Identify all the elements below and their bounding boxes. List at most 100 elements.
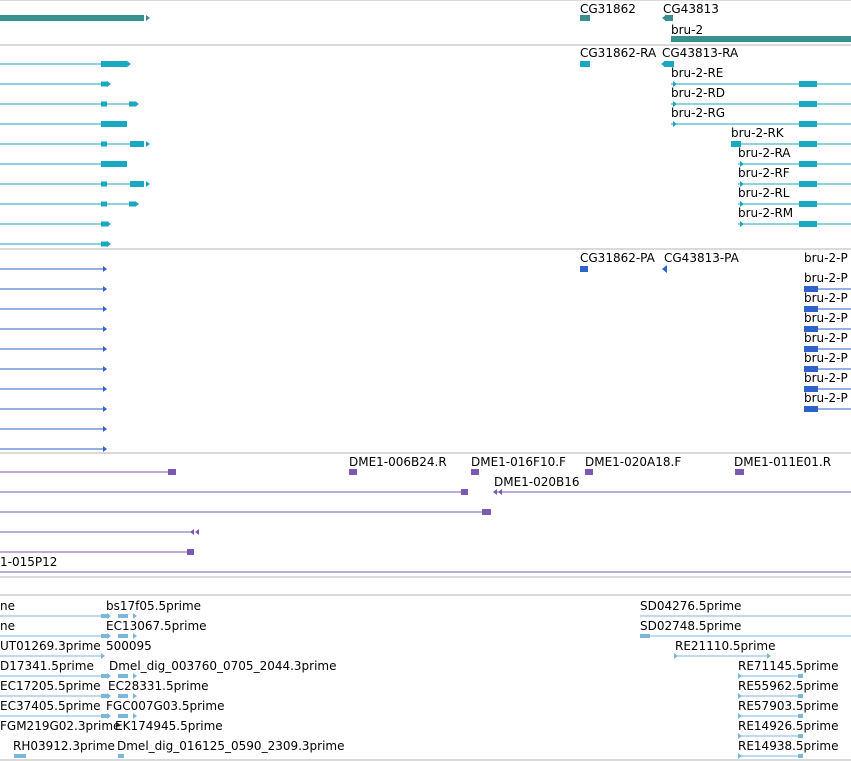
feature-exon[interactable] [799, 81, 817, 87]
est-label: RE55962.5prime [738, 679, 839, 693]
strand-arrow-right-icon [146, 181, 150, 187]
protein-bru2[interactable] [804, 306, 818, 312]
protein-bru2[interactable] [804, 326, 818, 332]
feature-exon[interactable] [799, 121, 817, 127]
transcript-exon[interactable] [101, 81, 107, 87]
protein-bru2[interactable] [804, 406, 818, 412]
transcript-label: bru-2-RG [671, 106, 726, 120]
transcript-cg31862-ra[interactable] [580, 61, 590, 67]
est-exon[interactable] [798, 694, 803, 698]
strand-arrow-right-icon [146, 15, 150, 21]
strand-arrow-right-icon [135, 101, 139, 107]
strand-arrow-right-icon [107, 673, 111, 679]
transcript-label: bru-2-RL [738, 186, 790, 200]
est-exon[interactable] [118, 614, 128, 618]
gene-bru2[interactable] [671, 36, 851, 42]
strand-arrow-right-icon [103, 426, 107, 432]
est-exon[interactable] [101, 674, 109, 678]
feature-exon[interactable] [799, 161, 817, 167]
probe-feature[interactable] [482, 509, 491, 515]
strand-arrow-left-icon [662, 265, 667, 273]
est-exon[interactable] [118, 674, 128, 678]
transcript-exon[interactable] [101, 221, 107, 227]
strand-arrow-right-icon [103, 386, 107, 392]
gene-cg31862[interactable] [580, 15, 590, 21]
est-label: EC13067.5prime [106, 619, 207, 633]
strand-arrow-right-icon [767, 653, 771, 659]
est-label: Dmel_dig_016125_0590_2309.3prime [117, 739, 345, 753]
est-label: EC37405.5prime [0, 699, 101, 713]
feature-exon[interactable] [799, 181, 817, 187]
transcript-label: bru-2-RE [671, 66, 724, 80]
est-exon[interactable] [101, 614, 109, 618]
est-label: bs17f05.5prime [106, 599, 202, 613]
probe-dme1-020a18[interactable] [585, 469, 593, 475]
est-exon[interactable] [101, 694, 109, 698]
protein-bru2[interactable] [804, 386, 818, 392]
transcript-exon[interactable] [101, 61, 127, 67]
probe-label: DME1-006B24.R [349, 455, 447, 469]
protein-bru2[interactable] [804, 346, 818, 352]
strand-arrow-right-icon [133, 693, 137, 699]
strand-arrow-right-icon [107, 121, 111, 127]
probe-feature[interactable] [168, 469, 176, 475]
feature-exon[interactable] [799, 221, 817, 227]
est-label: SD04276.5prime [640, 599, 742, 613]
gene-cg43813[interactable] [665, 15, 673, 21]
est-exon[interactable] [798, 674, 803, 678]
est-label: EK174945.5prime [115, 719, 223, 733]
probe-feature[interactable] [461, 489, 468, 495]
transcript-label: bru-2-RD [671, 86, 726, 100]
est-exon[interactable] [101, 714, 109, 718]
transcript-exon[interactable] [101, 121, 127, 127]
transcript-label: CG43813-RA [662, 46, 739, 60]
feature-exon[interactable] [799, 101, 817, 107]
protein-bru2[interactable] [804, 366, 818, 372]
probe-feature[interactable] [187, 549, 194, 555]
est-exon[interactable] [798, 734, 803, 738]
gene-label-cg43813: CG43813 [663, 2, 719, 16]
est-exon[interactable] [798, 714, 803, 718]
feature-exon[interactable] [799, 201, 817, 207]
est-exon[interactable] [640, 634, 650, 638]
transcript-cg43813-ra[interactable] [664, 61, 674, 67]
feature-exon[interactable] [130, 141, 144, 147]
est-label: ne [0, 619, 15, 633]
protein-cg31862-pa[interactable] [580, 266, 588, 272]
protein-label: bru-2-P [804, 251, 848, 265]
feature-exon[interactable] [130, 181, 144, 187]
strand-arrow-right-icon [738, 753, 742, 759]
strand-arrow-right-icon [133, 613, 137, 619]
strand-arrow-left-icon [190, 529, 194, 535]
protein-bru2[interactable] [804, 286, 818, 292]
probe-dme1-006b24[interactable] [349, 469, 357, 475]
strand-arrow-right-icon [103, 366, 107, 372]
est-label: FGM219G02.3prime [0, 719, 121, 733]
probe-label: DME1-020B16 [494, 475, 580, 489]
est-exon[interactable] [118, 714, 128, 718]
probe-label: 1-015P12 [0, 555, 58, 569]
strand-arrow-right-icon [103, 326, 107, 332]
protein-label: bru-2-P [804, 371, 848, 385]
probe-dme1-016f10[interactable] [471, 469, 479, 475]
strand-arrow-right-icon [133, 713, 137, 719]
feature-exon[interactable] [129, 101, 135, 107]
feature-exon[interactable] [799, 141, 817, 147]
feature-exon[interactable] [129, 201, 135, 207]
feature-exon[interactable] [731, 141, 741, 147]
strand-arrow-right-icon [107, 161, 111, 167]
transcript-exon[interactable] [101, 161, 127, 167]
est-exon[interactable] [118, 694, 128, 698]
est-exon[interactable] [101, 634, 109, 638]
strand-arrow-right-icon [738, 733, 742, 739]
strand-arrow-right-icon [740, 221, 744, 227]
gene-feature[interactable] [0, 15, 144, 21]
est-exon[interactable] [14, 754, 26, 758]
transcript-exon[interactable] [101, 241, 107, 247]
est-exon[interactable] [118, 754, 124, 758]
est-exon[interactable] [118, 634, 128, 638]
probe-dme1-011e01[interactable] [735, 469, 744, 475]
strand-arrow-right-icon [146, 141, 150, 147]
est-exon[interactable] [798, 754, 803, 758]
